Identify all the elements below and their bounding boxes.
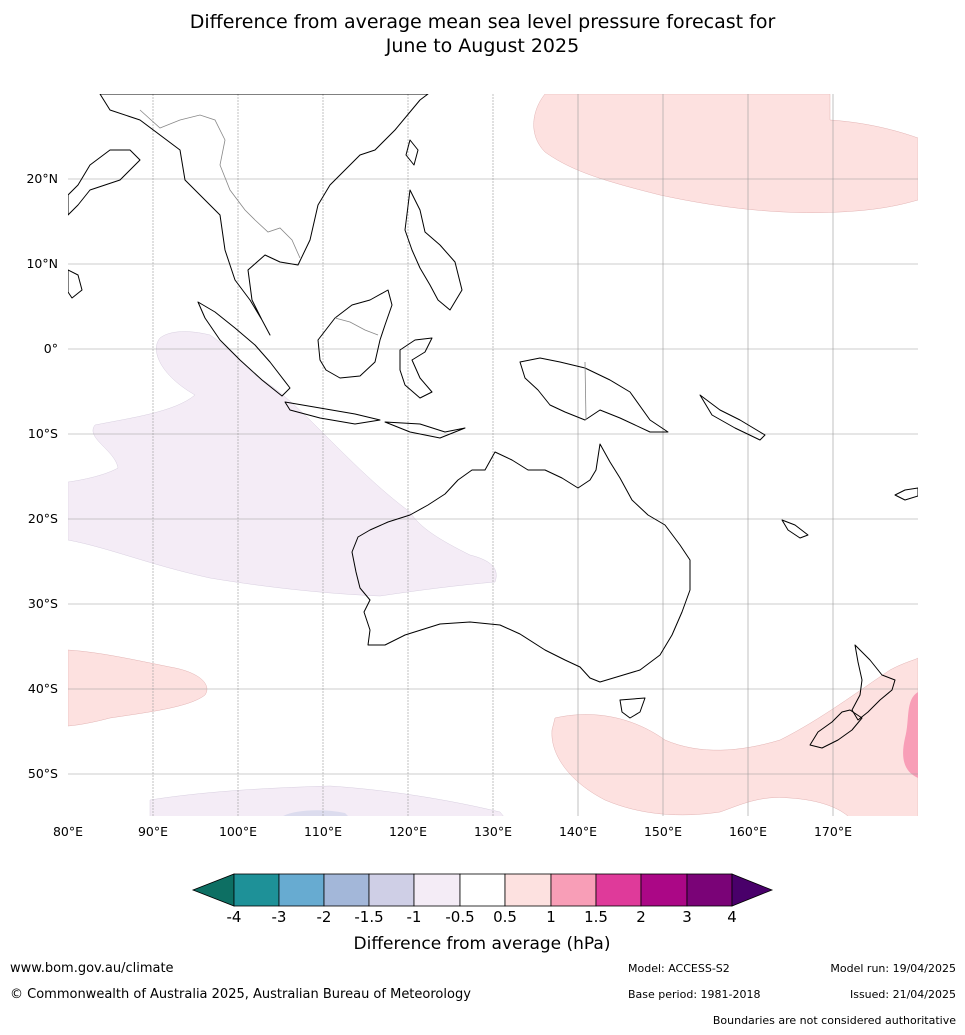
lat-label: 10°S: [28, 426, 58, 441]
india-outline: [68, 149, 141, 216]
australia-outline: [351, 443, 691, 683]
colorbar-tick: 1: [546, 908, 556, 926]
lon-label: 80°E: [53, 824, 83, 839]
lon-label: 100°E: [219, 824, 257, 839]
colorbar-segment: [504, 873, 552, 907]
colorbar-tick: -4: [227, 908, 242, 926]
negative-anomaly-southern-core: [283, 810, 348, 816]
new-guinea-outline: [519, 357, 669, 433]
colorbar-high-extension: [731, 873, 774, 907]
graticule: [68, 94, 918, 816]
colorbar-tick: -1: [407, 908, 422, 926]
borders: [139, 109, 587, 421]
tasmania-outline: [619, 697, 646, 719]
colorbar: -4 -3 -2 -1.5 -1 -0.5 0.5 1 1.5 2 3 4 Di…: [191, 873, 774, 954]
sumatra-outline: [197, 301, 291, 397]
lon-label: 90°E: [138, 824, 168, 839]
philippines-outline: [404, 189, 463, 311]
lon-label: 170°E: [814, 824, 852, 839]
lat-label: 10°N: [26, 256, 58, 271]
colorbar-label: Difference from average (hPa): [354, 934, 611, 954]
lesser-sunda-outline: [384, 421, 466, 439]
map-subtitle: June to August 2025: [385, 35, 580, 57]
positive-anomaly-north-pacific: [533, 94, 918, 213]
new-zealand-north-outline: [851, 644, 896, 721]
model-text: Model: ACCESS-S2: [628, 962, 730, 975]
sri-lanka-outline: [68, 269, 83, 299]
colorbar-tick: 1.5: [584, 908, 608, 926]
coastlines: [68, 94, 918, 749]
colorbar-tick: -3: [272, 908, 287, 926]
lat-label: 20°S: [28, 511, 58, 526]
positive-anomaly-core: [903, 692, 918, 778]
colorbar-low-extension: [191, 873, 235, 907]
lat-label: 20°N: [26, 171, 58, 186]
colorbar-tick: 4: [727, 908, 737, 926]
map-panel: 20°N 10°N 0° 10°S 20°S 30°S 40°S 50°S 80…: [26, 94, 918, 839]
latitude-labels: 20°N 10°N 0° 10°S 20°S 30°S 40°S 50°S: [26, 171, 58, 781]
longitude-labels: 80°E 90°E 100°E 110°E 120°E 130°E 140°E …: [53, 824, 852, 839]
colorbar-segment: [640, 873, 688, 907]
colorbar-tick: 2: [636, 908, 646, 926]
colorbar-segment: [413, 873, 461, 907]
taiwan-outline: [405, 139, 419, 166]
colorbar-tick: -1.5: [354, 908, 383, 926]
java-outline: [284, 401, 381, 425]
lon-label: 150°E: [644, 824, 682, 839]
copyright-text: © Commonwealth of Australia 2025, Austra…: [10, 987, 471, 1002]
indochina-outline: [99, 94, 429, 336]
colorbar-segment: [278, 873, 325, 907]
fiji-outline: [894, 487, 918, 501]
colorbar-segment: [323, 873, 370, 907]
colorbar-tick: -0.5: [445, 908, 474, 926]
base-period-text: Base period: 1981-2018: [628, 988, 761, 1001]
positive-anomaly-west: [68, 649, 207, 727]
solomon-islands-outline: [699, 394, 766, 441]
lat-label: 40°S: [28, 681, 58, 696]
colorbar-segment: [550, 873, 597, 907]
anomaly-shading: [68, 94, 918, 816]
colorbar-segment: [459, 873, 506, 907]
lon-label: 120°E: [389, 824, 427, 839]
colorbar-segment: [233, 873, 280, 907]
lon-label: 130°E: [474, 824, 512, 839]
positive-anomaly-tasman: [551, 657, 918, 816]
colorbar-segment: [368, 873, 415, 907]
lat-label: 30°S: [28, 596, 58, 611]
new-zealand-south-outline: [809, 709, 863, 749]
colorbar-ticks: -4 -3 -2 -1.5 -1 -0.5 0.5 1 1.5 2 3 4: [227, 908, 737, 926]
issued-text: Issued: 21/04/2025: [849, 988, 956, 1001]
lat-label: 50°S: [28, 766, 58, 781]
colorbar-tick: -2: [317, 908, 332, 926]
lon-label: 110°E: [304, 824, 342, 839]
lat-label: 0°: [44, 341, 58, 356]
negative-anomaly-indian-ocean: [68, 331, 497, 597]
sulawesi-outline: [399, 337, 433, 399]
colorbar-tick: 0.5: [493, 908, 517, 926]
negative-anomaly-southern-ocean: [149, 785, 504, 816]
lon-label: 140°E: [559, 824, 597, 839]
new-caledonia-outline: [781, 519, 809, 539]
disclaimer-text: Boundaries are not considered authoritat…: [712, 1014, 956, 1027]
map-title: Difference from average mean sea level p…: [189, 11, 776, 33]
colorbar-segment: [595, 873, 642, 907]
lon-label: 160°E: [729, 824, 767, 839]
borneo-outline: [317, 289, 393, 379]
model-run-text: Model run: 19/04/2025: [830, 962, 956, 975]
colorbar-segment: [686, 873, 733, 907]
website-link[interactable]: www.bom.gov.au/climate: [10, 961, 174, 976]
colorbar-tick: 3: [682, 908, 692, 926]
